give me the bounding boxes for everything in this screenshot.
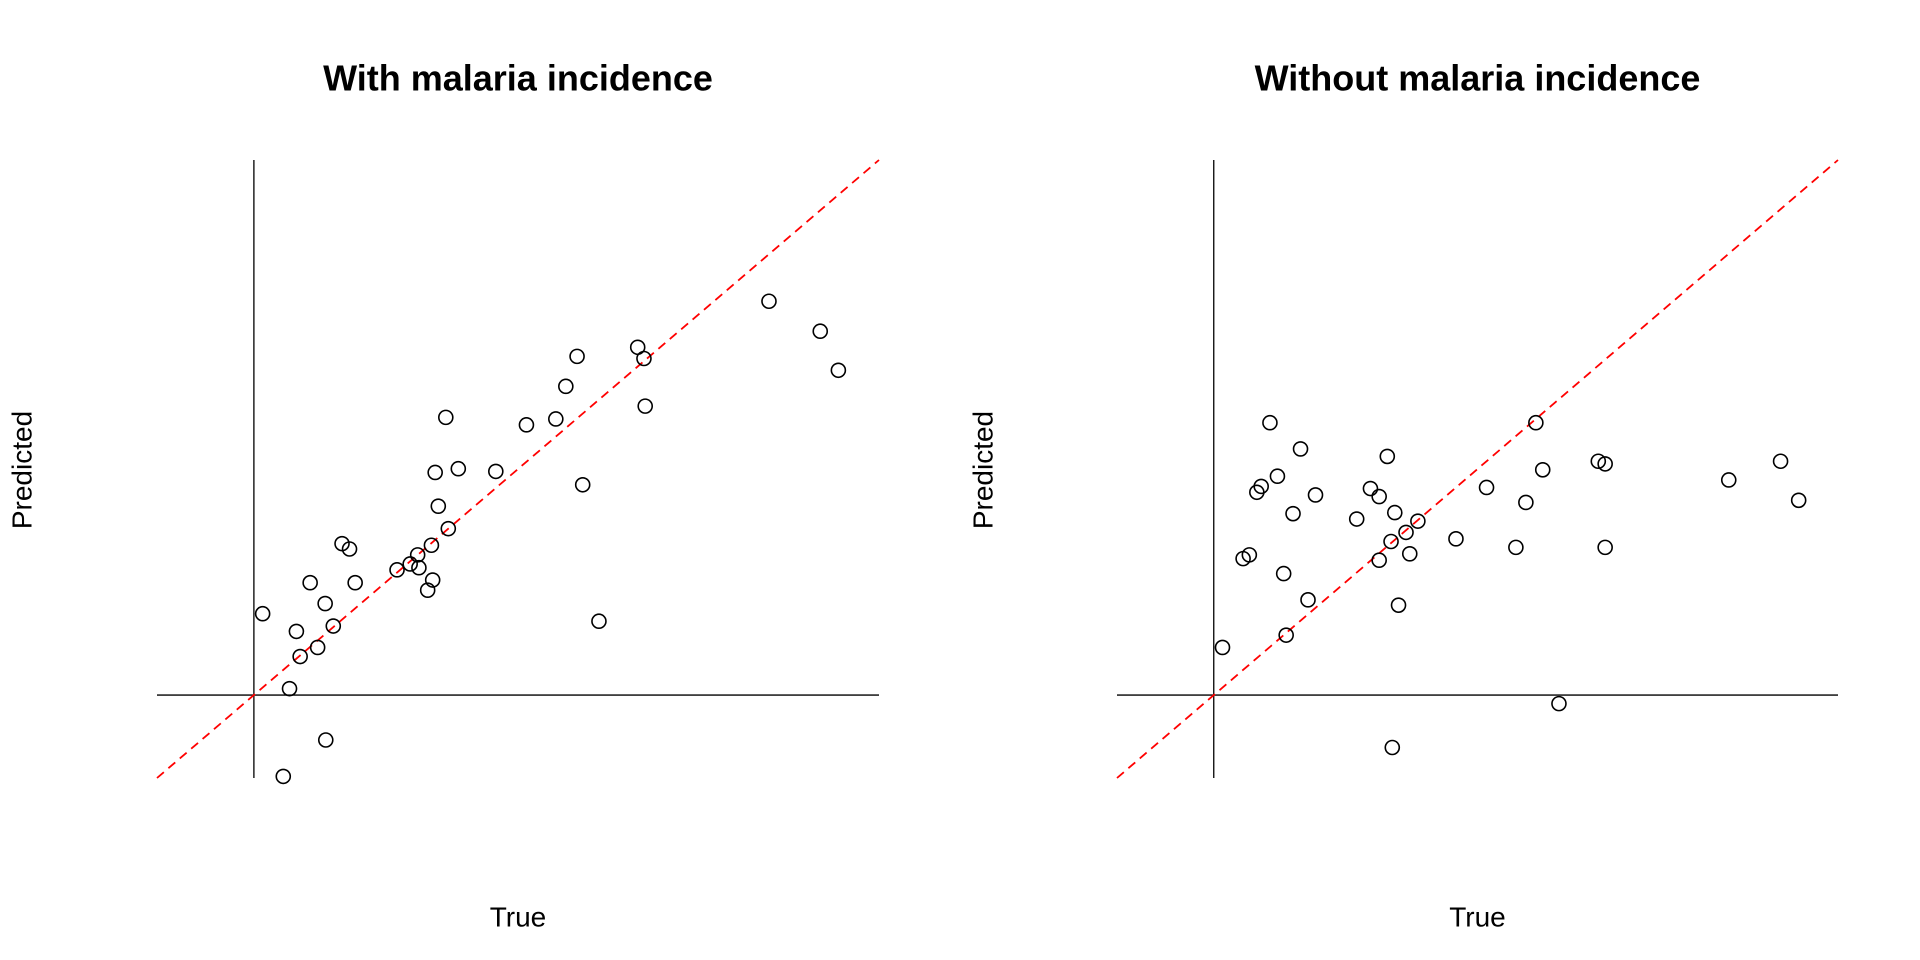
point	[440, 520, 457, 537]
point	[1518, 494, 1534, 511]
point	[1390, 597, 1407, 613]
point	[419, 582, 436, 598]
point	[1300, 592, 1316, 608]
y-axis-label: Predicted	[6, 411, 37, 529]
x-axis-label: True	[490, 901, 547, 932]
point	[1285, 505, 1301, 522]
point	[423, 537, 440, 554]
point	[317, 732, 334, 748]
point	[254, 605, 271, 622]
point	[1383, 533, 1399, 550]
point	[558, 378, 574, 395]
point	[1262, 414, 1278, 431]
point	[1772, 453, 1789, 470]
point	[1269, 468, 1286, 485]
point	[437, 409, 454, 426]
point	[574, 476, 591, 493]
point	[569, 348, 585, 365]
point	[424, 572, 441, 588]
point	[1398, 524, 1414, 541]
point	[548, 411, 564, 427]
point	[1275, 565, 1292, 582]
point	[430, 498, 447, 514]
point	[591, 613, 607, 630]
point	[1241, 547, 1258, 563]
point	[1278, 627, 1294, 643]
point	[1410, 513, 1426, 529]
chart-title: Without malaria incidence	[1255, 58, 1701, 99]
point	[317, 595, 333, 612]
point	[1348, 511, 1365, 527]
point	[1307, 487, 1324, 503]
point	[1448, 531, 1464, 547]
point	[830, 362, 847, 379]
point	[637, 398, 654, 414]
point	[1597, 456, 1613, 472]
chart-title: With malaria incidence	[323, 58, 713, 99]
point	[275, 768, 292, 785]
point	[518, 417, 535, 433]
point	[281, 680, 298, 697]
point	[427, 464, 443, 481]
point	[1508, 539, 1524, 556]
point	[1590, 453, 1607, 470]
point	[1384, 739, 1401, 756]
point	[1478, 479, 1495, 496]
y-axis-label: Predicted	[967, 411, 998, 529]
point	[402, 556, 418, 572]
point	[761, 293, 777, 310]
point	[450, 460, 467, 477]
point	[1371, 488, 1387, 505]
point	[409, 547, 426, 563]
point	[1790, 492, 1807, 509]
point	[1371, 552, 1387, 569]
point	[1362, 480, 1379, 497]
point	[1379, 448, 1396, 465]
point	[288, 623, 305, 640]
point	[1597, 539, 1613, 556]
point	[292, 648, 308, 665]
identity-line	[156, 159, 880, 779]
point	[325, 618, 342, 634]
point	[1253, 478, 1269, 495]
point	[411, 559, 427, 576]
point	[1720, 472, 1737, 488]
point	[1534, 462, 1551, 478]
point	[302, 574, 318, 591]
point	[488, 463, 504, 480]
point	[1292, 441, 1309, 457]
point	[1528, 414, 1544, 431]
point	[812, 323, 829, 340]
point	[1551, 695, 1567, 712]
point	[1214, 639, 1231, 656]
point	[309, 639, 326, 656]
point	[1386, 504, 1403, 521]
x-axis-label: True	[1449, 901, 1506, 932]
point	[636, 350, 652, 367]
point	[347, 574, 363, 591]
identity-line	[1116, 159, 1839, 779]
point	[1401, 546, 1418, 562]
point	[389, 562, 405, 578]
point	[341, 541, 358, 557]
